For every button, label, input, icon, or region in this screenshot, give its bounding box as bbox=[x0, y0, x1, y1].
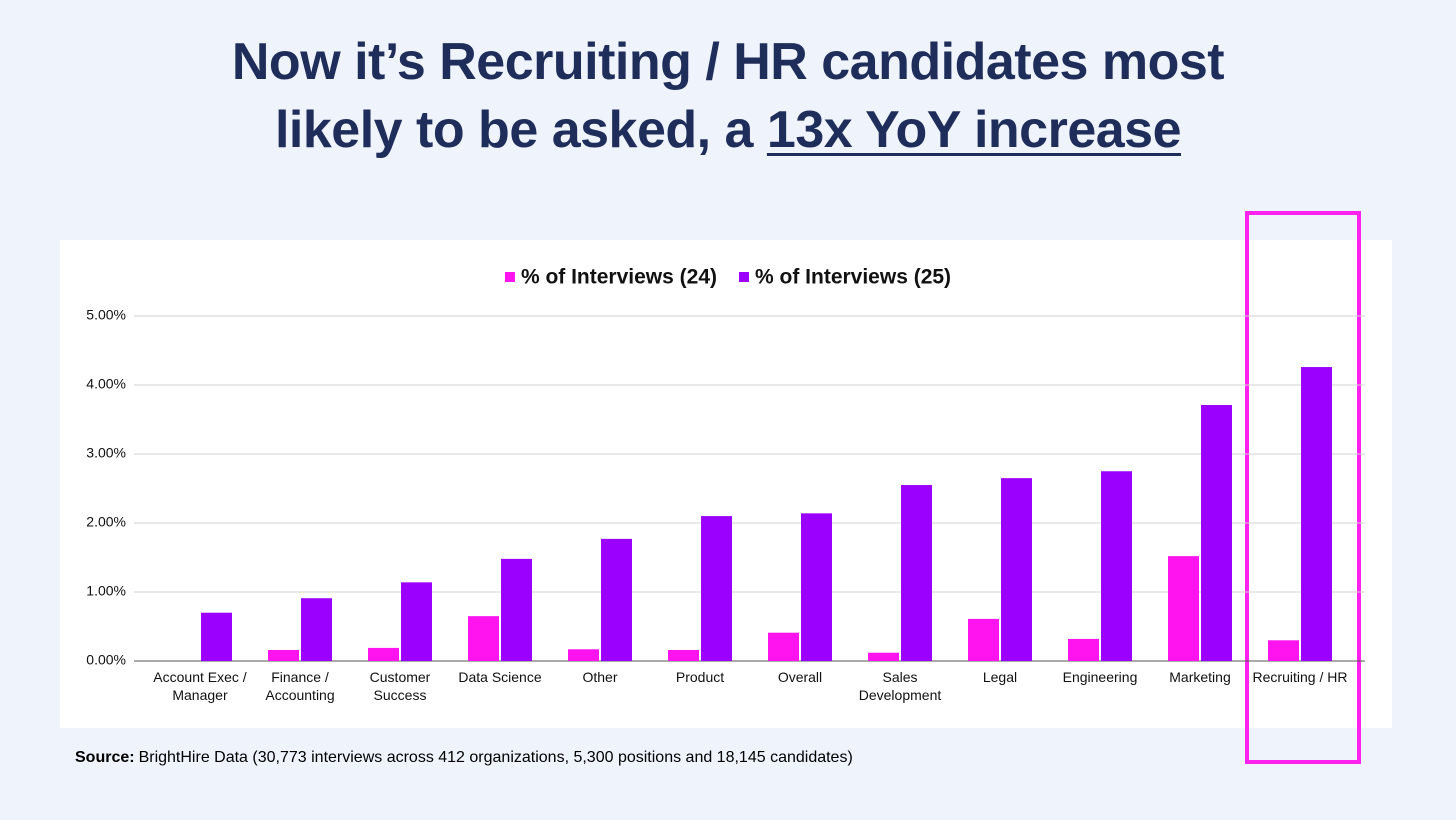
bar bbox=[768, 632, 799, 661]
y-tick-label: 0.00% bbox=[86, 652, 126, 668]
bar bbox=[568, 649, 599, 661]
bar bbox=[601, 538, 632, 661]
source-note: Source: BrightHire Data (30,773 interview… bbox=[75, 749, 853, 767]
x-tick-label: Account Exec / Manager bbox=[153, 669, 247, 703]
source-label: Source: bbox=[75, 749, 135, 766]
bar bbox=[668, 649, 699, 661]
bar bbox=[1168, 556, 1199, 661]
bar bbox=[901, 485, 932, 661]
x-tick-label: Engineering bbox=[1062, 669, 1138, 685]
x-tick-label: Marketing bbox=[1169, 669, 1231, 685]
bar bbox=[968, 618, 999, 661]
legend-label: % of Interviews (25) bbox=[755, 266, 951, 289]
bar bbox=[868, 652, 899, 661]
bar bbox=[268, 649, 299, 661]
bar bbox=[1101, 471, 1132, 661]
bar bbox=[468, 616, 499, 661]
bar bbox=[401, 582, 432, 661]
x-tick-label: Recruiting / HR bbox=[1252, 669, 1348, 685]
y-tick-label: 2.00% bbox=[86, 514, 126, 530]
bar bbox=[701, 516, 732, 661]
x-tick-label: Overall bbox=[777, 669, 823, 685]
x-tick-label: Sales Development bbox=[858, 669, 942, 703]
title-line: Now it’s Recruiting / HR candidates most bbox=[231, 33, 1225, 91]
bar bbox=[201, 612, 232, 661]
legend-swatch bbox=[504, 272, 515, 282]
x-tick-label: Finance / Accounting bbox=[265, 669, 335, 703]
y-tick-label: 3.00% bbox=[86, 445, 126, 461]
highlight-box bbox=[1245, 211, 1361, 764]
y-tick-label: 4.00% bbox=[86, 376, 126, 392]
x-tick-label: Legal bbox=[982, 669, 1018, 685]
bar bbox=[1301, 367, 1332, 661]
title-line: likely to be asked, a bbox=[274, 101, 753, 159]
x-tick-label: Customer Success bbox=[369, 669, 431, 703]
bar bbox=[1201, 405, 1232, 661]
bar bbox=[301, 598, 332, 661]
bar bbox=[801, 513, 832, 661]
bar bbox=[368, 647, 399, 661]
title-emphasis: 13x YoY increase bbox=[766, 101, 1182, 159]
legend-swatch bbox=[739, 272, 749, 282]
bar bbox=[1001, 478, 1032, 661]
x-tick-label: Data Science bbox=[458, 669, 542, 685]
legend-label: % of Interviews (24) bbox=[521, 266, 717, 289]
source-text: BrightHire Data (30,773 interviews acros… bbox=[138, 749, 853, 766]
y-tick-label: 5.00% bbox=[86, 307, 126, 323]
y-tick-label: 1.00% bbox=[86, 583, 126, 599]
bar bbox=[501, 558, 532, 661]
title-line: likely to be asked, a 13x YoY increase bbox=[0, 100, 1456, 160]
bar bbox=[1268, 640, 1299, 661]
x-tick-label: Other bbox=[582, 669, 618, 685]
bar bbox=[1068, 638, 1099, 661]
x-tick-label: Product bbox=[675, 669, 725, 685]
